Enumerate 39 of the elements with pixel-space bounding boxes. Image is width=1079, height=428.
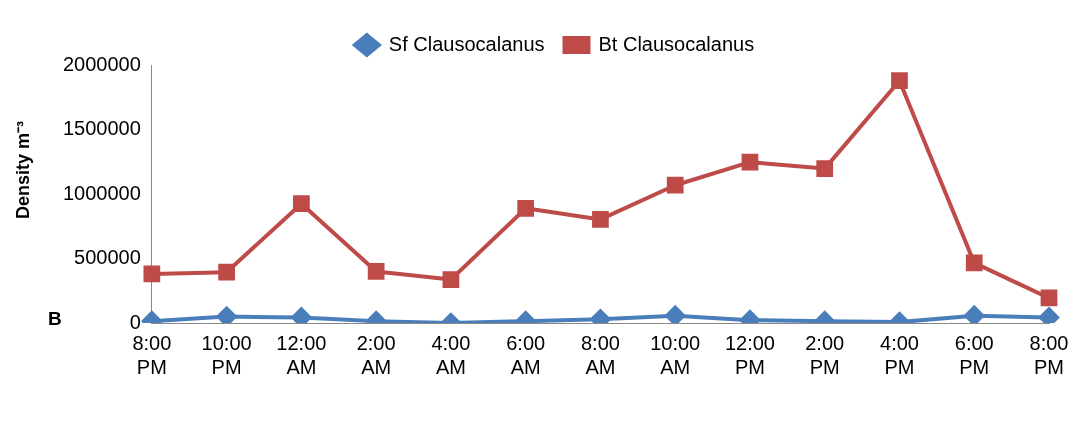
point [143, 265, 161, 283]
y-tick-label: 1500000 [62, 117, 141, 140]
y-tick-label: 1000000 [62, 181, 141, 204]
text: B [48, 308, 62, 330]
y-tick-label: 2000000 [62, 52, 141, 75]
x-tick-label: 8:00 AM [580, 331, 620, 378]
point [367, 263, 385, 280]
x-tick-label: 8:00 PM [132, 331, 172, 378]
point [1039, 307, 1059, 323]
x-tick-label: 4:00 AM [431, 331, 471, 378]
y-axis-title: Density m⁻³ [12, 120, 34, 219]
point [517, 199, 535, 217]
point [891, 72, 908, 90]
point [592, 211, 609, 228]
legend-label: Sf Clausocalanus [388, 32, 545, 55]
x-tick-label: 6:00 PM [954, 331, 994, 378]
point [965, 254, 983, 272]
point [964, 305, 985, 323]
point [218, 263, 235, 281]
x-tick-label: 8:00 PM [1029, 331, 1069, 378]
x-tick-label: 2:00 AM [356, 331, 396, 378]
x-tick-label: 12:00 AM [276, 331, 327, 378]
x-tick-label: 10:00 AM [650, 331, 701, 378]
point [741, 153, 759, 171]
point [816, 160, 834, 177]
x-tick-label: 6:00 AM [506, 331, 546, 378]
point [665, 305, 686, 323]
x-tick-label: 4:00 PM [880, 331, 919, 378]
legend-label: Bt Clausocalanus [598, 32, 755, 55]
y-tick-label: 500000 [74, 246, 141, 269]
point [216, 306, 237, 323]
x-tick-label: 2:00 PM [805, 331, 845, 378]
x-tick-label: 12:00 PM [724, 331, 775, 378]
point [293, 195, 310, 213]
point [442, 271, 460, 288]
point [666, 176, 684, 194]
y-tick-label: 0 [129, 310, 141, 333]
point [291, 307, 312, 323]
x-tick-label: 10:00 PM [201, 331, 252, 378]
